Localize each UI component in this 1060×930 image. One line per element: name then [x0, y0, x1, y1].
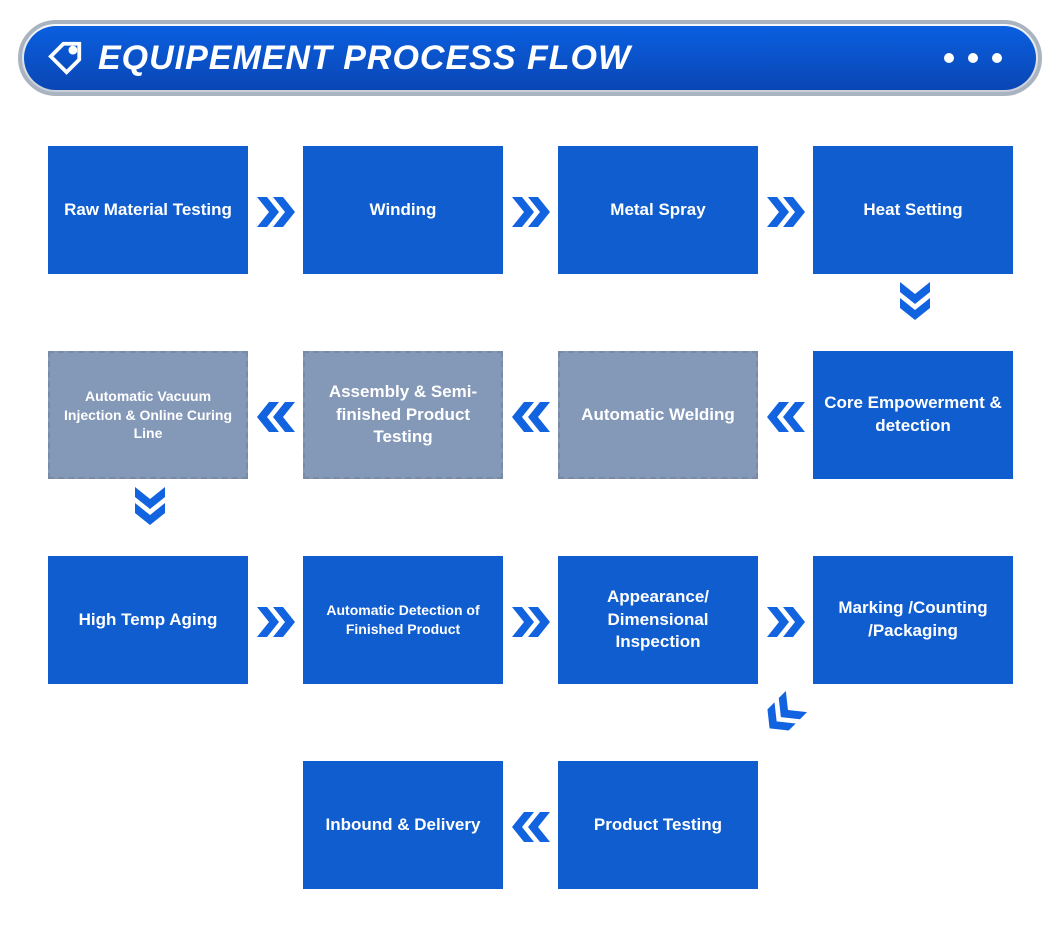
flow-arrow-n3-n4 — [765, 195, 807, 234]
page-title: EQUIPEMENT PROCESS FLOW — [98, 39, 631, 78]
flow-node-label: Inbound & Delivery — [326, 814, 481, 837]
flow-node-n4: Heat Setting — [813, 146, 1013, 274]
flow-node-n6: Automatic Welding — [558, 351, 758, 479]
flow-arrow-n10-n11 — [510, 605, 552, 644]
title-bar: EQUIPEMENT PROCESS FLOW — [24, 26, 1036, 90]
flow-arrow-n12-n13 — [762, 698, 804, 737]
flow-node-n5: Core Empowerment & detection — [813, 351, 1013, 479]
flow-node-label: Marking /Counting /Packaging — [823, 597, 1003, 643]
flow-node-n12: Marking /Counting /Packaging — [813, 556, 1013, 684]
title-bar-frame: EQUIPEMENT PROCESS FLOW — [18, 20, 1042, 96]
flow-arrow-n7-n8 — [255, 400, 297, 439]
ellipsis-icon — [944, 53, 1002, 63]
flow-node-label: Heat Setting — [863, 199, 962, 222]
flow-node-label: Metal Spray — [610, 199, 705, 222]
flow-node-n8: Automatic Vacuum Injection & Online Curi… — [48, 351, 248, 479]
flow-arrow-n9-n10 — [255, 605, 297, 644]
flow-node-label: Product Testing — [594, 814, 722, 837]
flow-node-label: High Temp Aging — [79, 609, 218, 632]
flow-arrow-n5-n6 — [765, 400, 807, 439]
flow-node-label: Appearance/ Dimensional Inspection — [568, 586, 748, 655]
flow-node-n13: Product Testing — [558, 761, 758, 889]
flow-arrow-n13-n14 — [510, 810, 552, 849]
tag-icon — [46, 39, 84, 77]
flow-arrow-n8-n9 — [129, 489, 171, 528]
flow-arrow-n2-n3 — [510, 195, 552, 234]
flow-node-label: Automatic Vacuum Injection & Online Curi… — [60, 387, 236, 444]
flow-node-n2: Winding — [303, 146, 503, 274]
flow-arrow-n1-n2 — [255, 195, 297, 234]
flow-node-label: Automatic Detection of Finished Product — [313, 601, 493, 639]
flow-node-n1: Raw Material Testing — [48, 146, 248, 274]
flow-node-n9: High Temp Aging — [48, 556, 248, 684]
flow-node-n3: Metal Spray — [558, 146, 758, 274]
flow-arrow-n6-n7 — [510, 400, 552, 439]
flowchart-canvas: Raw Material Testing Winding Metal Spray He… — [18, 146, 1042, 926]
flow-arrow-n4-n5 — [894, 284, 936, 323]
flow-node-label: Raw Material Testing — [64, 199, 232, 222]
flow-node-n14: Inbound & Delivery — [303, 761, 503, 889]
flow-node-n10: Automatic Detection of Finished Product — [303, 556, 503, 684]
flow-node-n11: Appearance/ Dimensional Inspection — [558, 556, 758, 684]
flow-node-label: Winding — [370, 199, 437, 222]
flow-node-n7: Assembly & Semi-finished Product Testing — [303, 351, 503, 479]
flow-arrow-n11-n12 — [765, 605, 807, 644]
flow-node-label: Assembly & Semi-finished Product Testing — [315, 381, 491, 450]
flow-node-label: Automatic Welding — [581, 404, 735, 427]
flow-node-label: Core Empowerment & detection — [823, 392, 1003, 438]
